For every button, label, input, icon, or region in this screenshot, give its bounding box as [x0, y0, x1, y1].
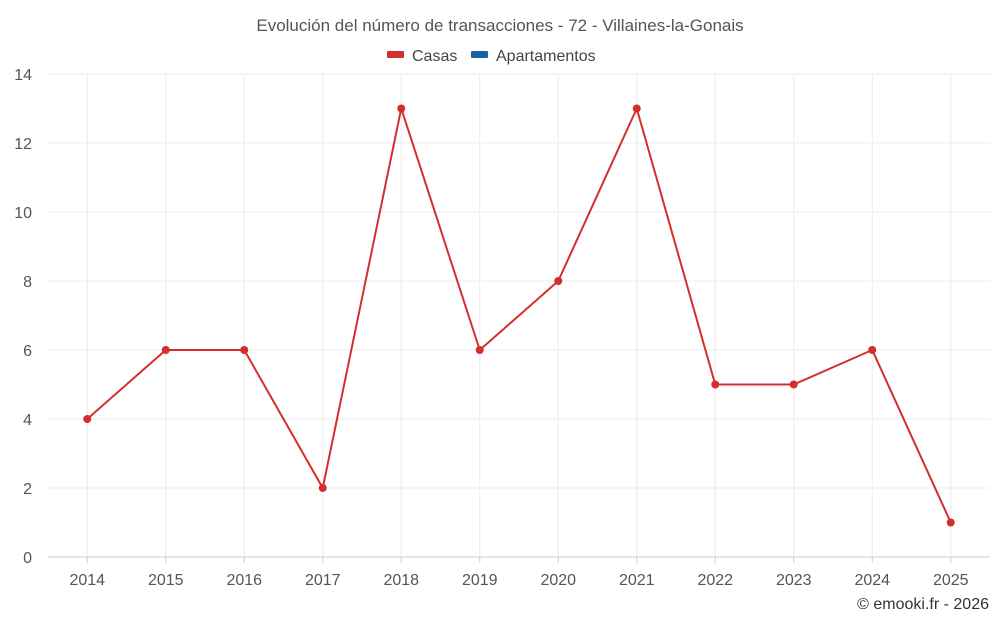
x-tick-label: 2016: [226, 572, 262, 589]
data-point-casas-2014[interactable]: [83, 415, 92, 423]
chart-title: Evolución del número de transacciones - …: [256, 16, 743, 35]
x-tick-label: 2020: [540, 572, 576, 589]
y-tick-label: 14: [14, 67, 32, 84]
y-tick-label: 6: [23, 343, 32, 360]
data-point-casas-2023[interactable]: [789, 380, 798, 389]
x-tick-label: 2023: [776, 572, 812, 589]
grid: [48, 73, 990, 557]
series-casas: [83, 104, 955, 527]
x-tick-label: 2017: [305, 572, 341, 589]
x-tick-label: 2024: [854, 572, 890, 589]
legend-label-apartamentos: Apartamentos: [496, 48, 596, 65]
x-tick-label: 2021: [619, 572, 655, 589]
y-tick-label: 8: [23, 274, 32, 291]
series-line-casas: [86, 107, 952, 523]
x-tick-label: 2025: [933, 572, 969, 589]
legend-swatch-apartamentos: [471, 51, 488, 58]
legend-item-casas[interactable]: Casas: [387, 48, 457, 65]
data-point-casas-2022[interactable]: [711, 380, 720, 389]
legend: Casas Apartamentos: [387, 48, 596, 65]
x-tick-label: 2022: [697, 572, 733, 589]
y-tick-label: 4: [23, 412, 32, 429]
y-tick-label: 12: [14, 136, 32, 153]
data-point-casas-2018[interactable]: [397, 104, 406, 113]
x-tick-label: 2014: [69, 572, 105, 589]
x-tick-label: 2018: [383, 572, 419, 589]
data-point-casas-2016[interactable]: [240, 346, 249, 354]
y-tick-label: 2: [23, 481, 32, 498]
data-point-casas-2015[interactable]: [161, 346, 170, 354]
credit-text: © emooki.fr - 2026: [857, 596, 989, 613]
data-point-casas-2021[interactable]: [632, 104, 641, 113]
data-point-casas-2019[interactable]: [475, 346, 484, 354]
y-tick-label: 0: [23, 550, 32, 567]
data-point-casas-2020[interactable]: [554, 277, 563, 285]
data-point-casas-2025[interactable]: [946, 518, 955, 527]
legend-label-casas: Casas: [412, 48, 457, 65]
data-point-casas-2024[interactable]: [868, 346, 877, 354]
legend-item-apartamentos[interactable]: Apartamentos: [471, 48, 596, 65]
legend-swatch-casas: [387, 51, 404, 58]
data-point-casas-2017[interactable]: [318, 484, 327, 492]
axes: 0 2 4 6 8 10 12 14 2014 2015 2016 2017 2018 2019 2020 2…: [14, 67, 990, 589]
x-tick-label: 2015: [148, 572, 184, 589]
y-tick-label: 10: [14, 205, 32, 222]
x-tick-label: 2019: [462, 572, 498, 589]
